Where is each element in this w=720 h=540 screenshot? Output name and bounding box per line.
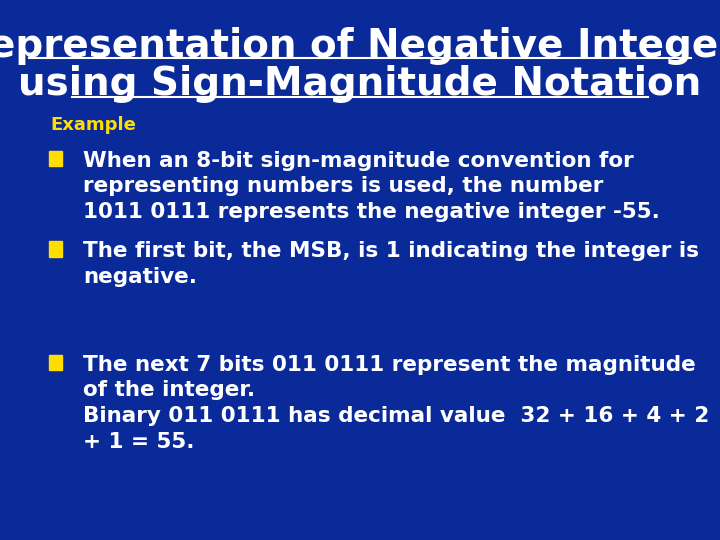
FancyBboxPatch shape (49, 241, 62, 256)
Text: Example: Example (50, 116, 136, 134)
FancyBboxPatch shape (49, 151, 62, 166)
Text: When an 8-bit sign-magnitude convention for
representing numbers is used, the nu: When an 8-bit sign-magnitude convention … (83, 151, 660, 222)
Text: The first bit, the MSB, is 1 indicating the integer is
negative.: The first bit, the MSB, is 1 indicating … (83, 241, 699, 287)
Text: The next 7 bits 011 0111 represent the magnitude
of the integer.
Binary 011 0111: The next 7 bits 011 0111 represent the m… (83, 355, 709, 451)
Text: using Sign-Magnitude Notation: using Sign-Magnitude Notation (19, 65, 701, 103)
FancyBboxPatch shape (49, 355, 62, 370)
Text: Representation of Negative Integers: Representation of Negative Integers (0, 27, 720, 65)
